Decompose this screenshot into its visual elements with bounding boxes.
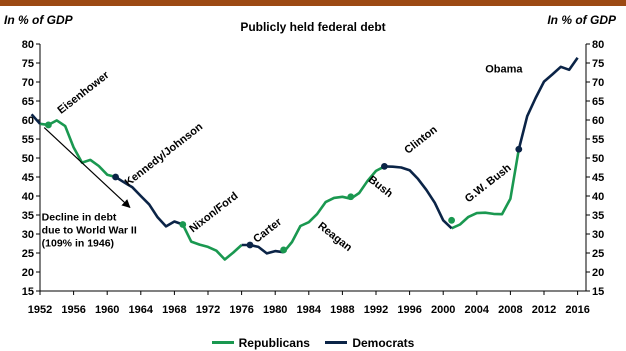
- y-tick-label-left: 30: [22, 229, 34, 241]
- y-tick-label-right: 20: [592, 267, 604, 279]
- transition-marker: [347, 193, 355, 201]
- legend: Republicans Democrats: [0, 333, 626, 350]
- legend-item-republicans: Republicans: [211, 335, 310, 350]
- y-tick-label-right: 70: [592, 77, 604, 89]
- y-axis-label-right: In % of GDP: [547, 13, 616, 27]
- x-tick-label: 2000: [431, 304, 455, 316]
- x-tick-label: 1980: [263, 304, 287, 316]
- y-tick-label-right: 15: [592, 286, 604, 298]
- series-line-republicans: [451, 149, 521, 230]
- transition-marker: [448, 216, 455, 224]
- series-line-republicans: [181, 223, 243, 261]
- y-tick-label-right: 35: [592, 210, 604, 222]
- legend-swatch-democrats: [325, 341, 348, 344]
- transition-marker: [112, 173, 119, 181]
- y-tick-label-left: 50: [22, 153, 34, 165]
- y-tick-label-right: 65: [592, 96, 604, 108]
- transition-marker: [515, 145, 523, 153]
- annotation-gw-bush: G.W. Bush: [463, 162, 514, 205]
- y-tick-label-left: 55: [22, 134, 34, 146]
- y-tick-label-right: 25: [592, 248, 604, 260]
- ww2-decline-arrow: [43, 127, 131, 208]
- y-tick-label-left: 70: [22, 77, 34, 89]
- y-tick-label-right: 45: [592, 172, 604, 184]
- y-tick-label-left: 25: [22, 248, 34, 260]
- legend-item-democrats: Democrats: [325, 336, 414, 350]
- x-tick-label: 1952: [28, 304, 52, 316]
- transition-marker: [246, 241, 254, 249]
- y-tick-label-right: 55: [592, 134, 604, 146]
- chart-title: Publicly held federal debt: [240, 20, 386, 34]
- annotation-eisenhower: Eisenhower: [55, 69, 112, 117]
- annotation-kennedy-johnson: Kennedy/Johnson: [123, 121, 206, 189]
- x-tick-label: 2016: [565, 304, 589, 316]
- x-tick-label: 2008: [498, 304, 522, 316]
- series-line-democrats: [517, 56, 579, 150]
- annotation-bush: Bush: [366, 174, 395, 201]
- annotation-obama: Obama: [485, 64, 523, 76]
- x-tick-label: 1968: [162, 304, 186, 316]
- y-tick-label-right: 50: [592, 153, 604, 165]
- transition-marker: [280, 246, 287, 254]
- y-tick-label-left: 75: [22, 58, 34, 70]
- ww2-note-line: Decline in debt: [42, 212, 117, 224]
- y-tick-label-left: 40: [22, 191, 34, 203]
- y-tick-label-left: 15: [22, 286, 34, 298]
- transition-marker: [45, 121, 52, 129]
- y-tick-label-right: 40: [592, 191, 604, 203]
- x-tick-label: 1972: [196, 304, 220, 316]
- y-tick-label-left: 65: [22, 96, 34, 108]
- series-line-democrats: [384, 165, 453, 230]
- y-tick-label-left: 60: [22, 115, 34, 127]
- header-bar: [0, 0, 626, 6]
- transition-marker: [381, 162, 388, 170]
- y-tick-label-left: 45: [22, 172, 34, 184]
- series-line-democrats: [114, 175, 184, 228]
- x-tick-label: 1996: [397, 304, 421, 316]
- annotation-reagan: Reagan: [315, 220, 354, 254]
- x-tick-label: 2012: [532, 304, 556, 316]
- y-tick-label-left: 20: [22, 267, 34, 279]
- y-tick-label-right: 80: [592, 39, 604, 51]
- legend-label-republicans: Republicans: [238, 335, 310, 350]
- y-tick-label-left: 80: [22, 39, 34, 51]
- x-tick-label: 1964: [129, 304, 154, 316]
- series-line-republicans: [282, 165, 386, 254]
- y-tick-label-right: 75: [592, 58, 604, 70]
- x-tick-label: 1992: [364, 304, 388, 316]
- ww2-note-line: due to World War II: [42, 225, 137, 237]
- x-tick-label: 1976: [229, 304, 253, 316]
- x-tick-label: 1956: [61, 304, 85, 316]
- annotation-clinton: Clinton: [402, 124, 439, 157]
- transition-marker: [179, 221, 187, 228]
- y-axis-label-left: In % of GDP: [4, 13, 73, 27]
- x-tick-label: 1960: [95, 304, 119, 316]
- y-tick-label-right: 30: [592, 229, 604, 241]
- y-tick-label-right: 60: [592, 115, 604, 127]
- x-tick-label: 2004: [465, 304, 490, 316]
- series-line-democrats: [30, 113, 41, 125]
- x-tick-label: 1984: [297, 304, 322, 316]
- ww2-note-line: (109% in 1946): [42, 238, 114, 250]
- y-tick-label-left: 35: [22, 210, 34, 222]
- annotation-carter: Carter: [251, 216, 284, 246]
- series-line-republicans: [39, 119, 116, 179]
- legend-swatch-republicans: [211, 341, 234, 344]
- legend-label-democrats: Democrats: [352, 335, 415, 350]
- x-tick-label: 1988: [330, 304, 354, 316]
- annotation-nixon-ford: Nixon/Ford: [187, 190, 240, 235]
